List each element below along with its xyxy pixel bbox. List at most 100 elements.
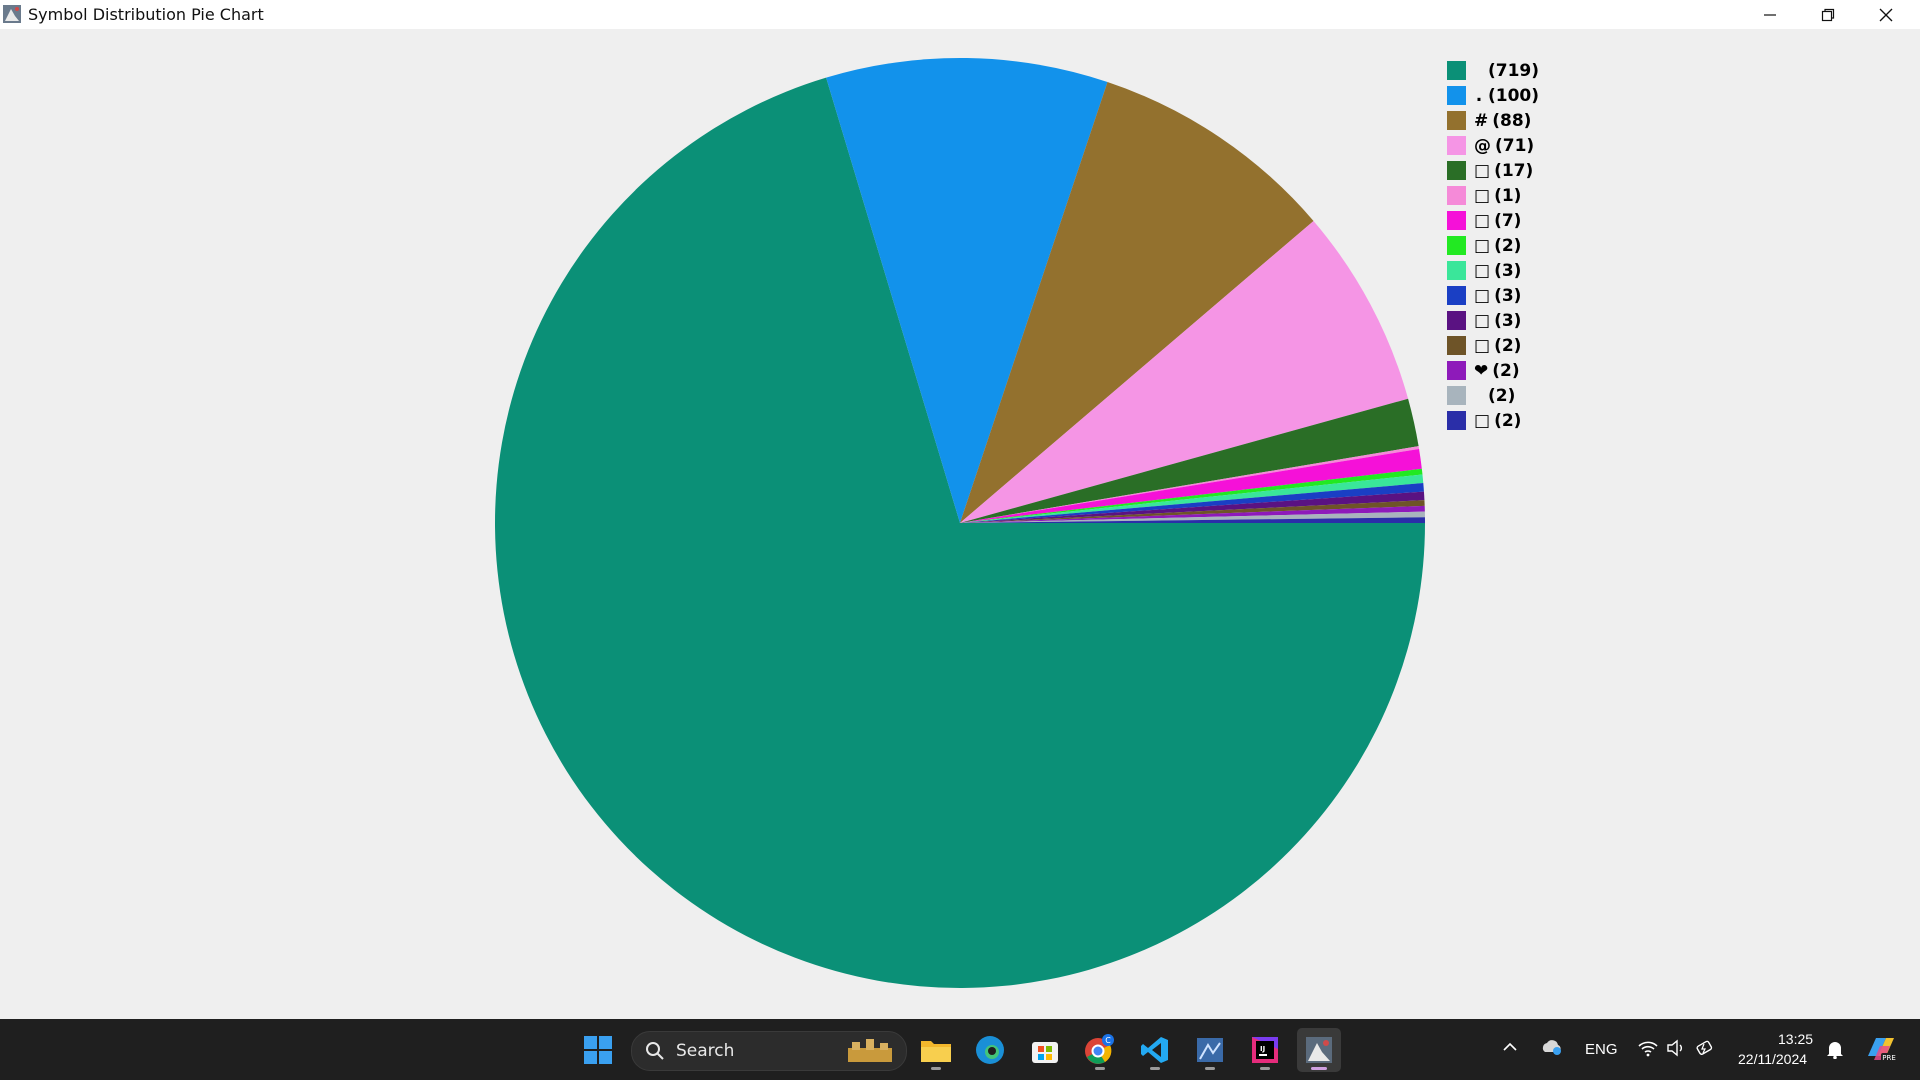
copilot-button[interactable]: PRE <box>1864 1034 1898 1068</box>
onedrive-tray[interactable] <box>1540 1037 1564 1061</box>
java-icon <box>1306 1037 1332 1063</box>
language-indicator[interactable]: ENG <box>1585 1041 1618 1058</box>
restore-button[interactable] <box>1799 0 1857 29</box>
minimize-button[interactable] <box>1741 0 1799 29</box>
legend-count: (3) <box>1494 285 1522 306</box>
clock-time[interactable]: 13:25 <box>1778 1031 1814 1047</box>
legend-symbol: □ <box>1474 160 1491 181</box>
search-label: Search <box>676 1041 735 1061</box>
close-button[interactable] <box>1857 0 1915 29</box>
legend-symbol: □ <box>1474 260 1491 281</box>
pie-slice-9 <box>960 483 1424 523</box>
edge-button[interactable] <box>968 1028 1012 1072</box>
legend-swatch <box>1447 361 1466 380</box>
legend-item-8: □ (3) <box>1447 258 1521 283</box>
legend-symbol: □ <box>1474 410 1491 431</box>
intellij-icon: IJ <box>1252 1037 1278 1063</box>
close-icon <box>1879 8 1893 21</box>
file-explorer-button[interactable] <box>914 1028 958 1072</box>
legend-swatch <box>1447 111 1466 130</box>
pie-slice-2 <box>960 82 1314 523</box>
legend-swatch <box>1447 286 1466 305</box>
pie-slice-13 <box>960 511 1425 523</box>
vscode-button[interactable] <box>1133 1028 1177 1072</box>
pie-slice-3 <box>960 220 1409 523</box>
legend-count: (88) <box>1492 110 1532 131</box>
legend-swatch <box>1447 211 1466 230</box>
clock-date[interactable]: 22/11/2024 <box>1738 1051 1808 1067</box>
intellij-button[interactable]: IJ <box>1243 1028 1287 1072</box>
legend-item-12: ❤ (2) <box>1447 358 1520 383</box>
legend-item-2: # (88) <box>1447 108 1531 133</box>
java-app-button[interactable] <box>1297 1028 1341 1072</box>
legend-swatch <box>1447 186 1466 205</box>
legend-symbol: □ <box>1474 235 1491 256</box>
legend-symbol: @ <box>1474 135 1491 156</box>
show-hidden-icons-button[interactable] <box>1502 1039 1518 1059</box>
edge-icon <box>976 1036 1004 1064</box>
volume-tray[interactable] <box>1666 1039 1686 1061</box>
legend-count: (1) <box>1494 185 1522 206</box>
legend-item-0: (719) <box>1447 58 1539 83</box>
battery-icon <box>1696 1040 1713 1055</box>
app-icon <box>1197 1038 1223 1062</box>
search-highlight-icon <box>848 1039 892 1062</box>
legend-item-6: □ (7) <box>1447 208 1521 233</box>
legend-count: (17) <box>1494 160 1534 181</box>
pie-slice-10 <box>960 491 1425 523</box>
wifi-icon <box>1638 1041 1658 1057</box>
legend-count: (7) <box>1494 210 1522 231</box>
notifications-button[interactable] <box>1826 1039 1844 1063</box>
svg-text:PRE: PRE <box>1882 1054 1896 1062</box>
legend-count: (71) <box>1495 135 1535 156</box>
pie-slice-4 <box>960 398 1419 523</box>
legend-count: (2) <box>1494 410 1522 431</box>
copilot-icon: PRE <box>1868 1038 1897 1062</box>
pie-slice-6 <box>960 448 1422 523</box>
window-title: Symbol Distribution Pie Chart <box>28 5 264 24</box>
network-tray[interactable] <box>1637 1039 1659 1061</box>
vscode-icon <box>1141 1037 1168 1063</box>
store-icon <box>1032 1042 1058 1063</box>
generic-app-button[interactable] <box>1188 1028 1232 1072</box>
legend-count: (2) <box>1494 335 1522 356</box>
pie-slice-14 <box>960 517 1425 523</box>
cloud-sync-icon <box>1542 1040 1561 1055</box>
title-bar: Symbol Distribution Pie Chart <box>0 0 1920 29</box>
pie-slice-8 <box>960 474 1424 523</box>
battery-tray[interactable] <box>1695 1038 1715 1062</box>
chrome-icon: C <box>1085 1034 1114 1064</box>
legend-swatch <box>1447 411 1466 430</box>
pie-slice-1 <box>826 57 1108 524</box>
pie-slice-11 <box>960 500 1425 523</box>
legend-symbol: □ <box>1474 285 1491 306</box>
chrome-button[interactable]: C <box>1078 1028 1122 1072</box>
legend-item-3: @ (71) <box>1447 133 1534 158</box>
legend-symbol: □ <box>1474 310 1491 331</box>
taskbar: Search <box>0 1019 1920 1080</box>
speaker-icon <box>1667 1039 1682 1057</box>
start-button[interactable] <box>576 1028 620 1072</box>
legend-swatch <box>1447 261 1466 280</box>
folder-icon <box>921 1041 951 1062</box>
legend-item-5: □ (1) <box>1447 183 1521 208</box>
pie-slice-0 <box>495 77 1425 988</box>
legend-swatch <box>1447 136 1466 155</box>
pie-slice-7 <box>960 468 1423 523</box>
pie-chart <box>495 57 1425 988</box>
legend-item-11: □ (2) <box>1447 333 1521 358</box>
legend-item-13: (2) <box>1447 383 1515 408</box>
legend-count: (2) <box>1494 235 1522 256</box>
legend-swatch <box>1447 311 1466 330</box>
legend-item-4: □ (17) <box>1447 158 1533 183</box>
legend-item-9: □ (3) <box>1447 283 1521 308</box>
legend-symbol: ❤ <box>1474 360 1489 381</box>
store-button[interactable] <box>1023 1028 1067 1072</box>
legend-symbol: □ <box>1474 210 1491 231</box>
legend-item-14: □ (2) <box>1447 408 1521 433</box>
legend-swatch <box>1447 236 1466 255</box>
legend-symbol: □ <box>1474 335 1491 356</box>
search-box[interactable]: Search <box>631 1031 907 1071</box>
svg-text:C: C <box>1105 1036 1111 1045</box>
legend-symbol: # <box>1474 110 1489 131</box>
